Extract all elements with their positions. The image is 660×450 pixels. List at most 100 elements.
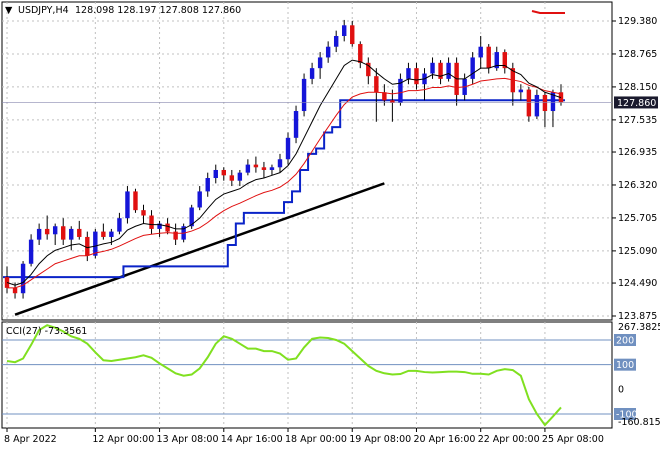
price-tick-label: 128.765 xyxy=(618,49,657,60)
price-tick-label: 125.090 xyxy=(618,246,657,257)
bull-candle xyxy=(125,191,130,219)
bull-candle xyxy=(285,137,291,160)
bull-candle xyxy=(69,228,74,240)
bear-candle xyxy=(77,228,82,237)
bull-candle xyxy=(157,223,162,229)
price-panel-frame xyxy=(1,1,613,321)
bull-candle xyxy=(237,172,243,181)
axis-layer: 129.380 128.765 128.150 127.535 126.935 126.3… xyxy=(2,16,660,445)
price-tick-label: 123.875 xyxy=(618,311,657,322)
bull-candle xyxy=(325,46,331,58)
ema-fast-line xyxy=(6,59,562,286)
bull-candle xyxy=(446,62,451,79)
price-tick-label: 126.320 xyxy=(618,180,657,191)
bull-candle xyxy=(534,94,540,117)
cci-level-label: -100 xyxy=(616,410,638,421)
bull-candle xyxy=(197,191,202,208)
cci-level-box xyxy=(614,408,636,420)
price-tick-label: 124.490 xyxy=(618,278,657,289)
cci-levels-layer xyxy=(2,339,612,415)
time-tick-label: 18 Apr 00:00 xyxy=(285,434,347,445)
moving-average-layer xyxy=(6,59,562,289)
bear-candle xyxy=(165,223,170,232)
candle-layer xyxy=(4,19,564,299)
bull-candle xyxy=(245,164,251,173)
time-tick-label: 13 Apr 08:00 xyxy=(157,434,219,445)
cci-level-label: 200 xyxy=(616,336,634,347)
bull-candle xyxy=(333,36,339,47)
cci-title: CCI(27) -73.3561 xyxy=(6,326,87,337)
bull-candle xyxy=(269,167,275,170)
bear-candle xyxy=(149,215,154,229)
cci-layer xyxy=(6,324,562,427)
bull-candle xyxy=(213,169,218,179)
time-tick-label: 22 Apr 00:00 xyxy=(478,434,540,445)
cci-tick-label: 0 xyxy=(618,384,624,395)
cci-panel-frame xyxy=(1,321,613,429)
bear-candle xyxy=(390,100,395,103)
bull-candle xyxy=(117,218,122,232)
bull-candle xyxy=(398,78,403,103)
bear-candle xyxy=(85,236,90,256)
bear-candle xyxy=(438,62,443,79)
cci-tick-label: -160.8157 xyxy=(618,417,660,428)
time-tick-label: 14 Apr 16:00 xyxy=(221,434,283,445)
bull-candle xyxy=(301,78,307,112)
bull-candle xyxy=(109,231,114,237)
bull-candle xyxy=(518,89,524,93)
bear-candle xyxy=(61,226,66,240)
price-tick-label: 129.380 xyxy=(618,16,657,27)
bear-candle xyxy=(229,175,235,181)
bear-candle xyxy=(414,68,419,85)
bear-candle xyxy=(486,46,491,69)
bull-candle xyxy=(550,92,556,112)
bear-candle xyxy=(221,169,226,176)
bull-candle xyxy=(478,46,483,58)
bear-candle xyxy=(526,89,532,117)
ohlc-readout: 128.098 128.197 127.808 127.860 xyxy=(75,5,241,16)
bear-candle xyxy=(141,210,146,216)
bear-candle xyxy=(366,62,371,77)
ema-slow-line xyxy=(7,77,562,289)
bear-candle xyxy=(44,228,50,235)
bull-candle xyxy=(28,239,34,264)
price-tick-label: 125.705 xyxy=(618,213,657,224)
indicator-marker-icon xyxy=(531,10,565,14)
price-tick-label: 128.150 xyxy=(618,82,657,93)
bear-candle xyxy=(173,231,178,240)
bull-candle xyxy=(36,228,42,240)
bear-candle xyxy=(374,76,379,93)
bull-candle xyxy=(317,57,323,69)
cci-line xyxy=(6,324,562,427)
bull-candle xyxy=(470,57,475,79)
bear-candle xyxy=(133,191,138,211)
bear-candle xyxy=(502,52,507,69)
bull-candle xyxy=(309,68,315,79)
bull-candle xyxy=(494,52,499,69)
bull-candle xyxy=(20,263,26,294)
bear-candle xyxy=(542,94,548,112)
cci-level-box xyxy=(614,358,636,371)
bull-candle xyxy=(430,62,435,74)
price-tick-label: 127.535 xyxy=(618,115,657,126)
bear-candle xyxy=(253,164,259,168)
bull-candle xyxy=(52,226,58,235)
bull-candle xyxy=(93,231,98,256)
symbol-timeframe: USDJPY,H4 xyxy=(18,5,69,16)
bull-candle xyxy=(277,159,283,168)
time-tick-label: 8 Apr 2022 xyxy=(4,434,57,445)
trend-layer xyxy=(3,99,565,316)
price-tick-label: 126.935 xyxy=(618,147,657,158)
support-step-line xyxy=(3,99,565,279)
cci-level-box xyxy=(614,334,636,346)
header-arrow-icon[interactable]: ▼ xyxy=(5,5,13,16)
bull-candle xyxy=(406,68,411,79)
time-tick-label: 20 Apr 16:00 xyxy=(413,434,475,445)
bear-candle xyxy=(358,44,363,63)
bear-candle xyxy=(261,167,267,170)
bear-candle xyxy=(382,92,387,101)
current-price-box xyxy=(614,96,658,109)
